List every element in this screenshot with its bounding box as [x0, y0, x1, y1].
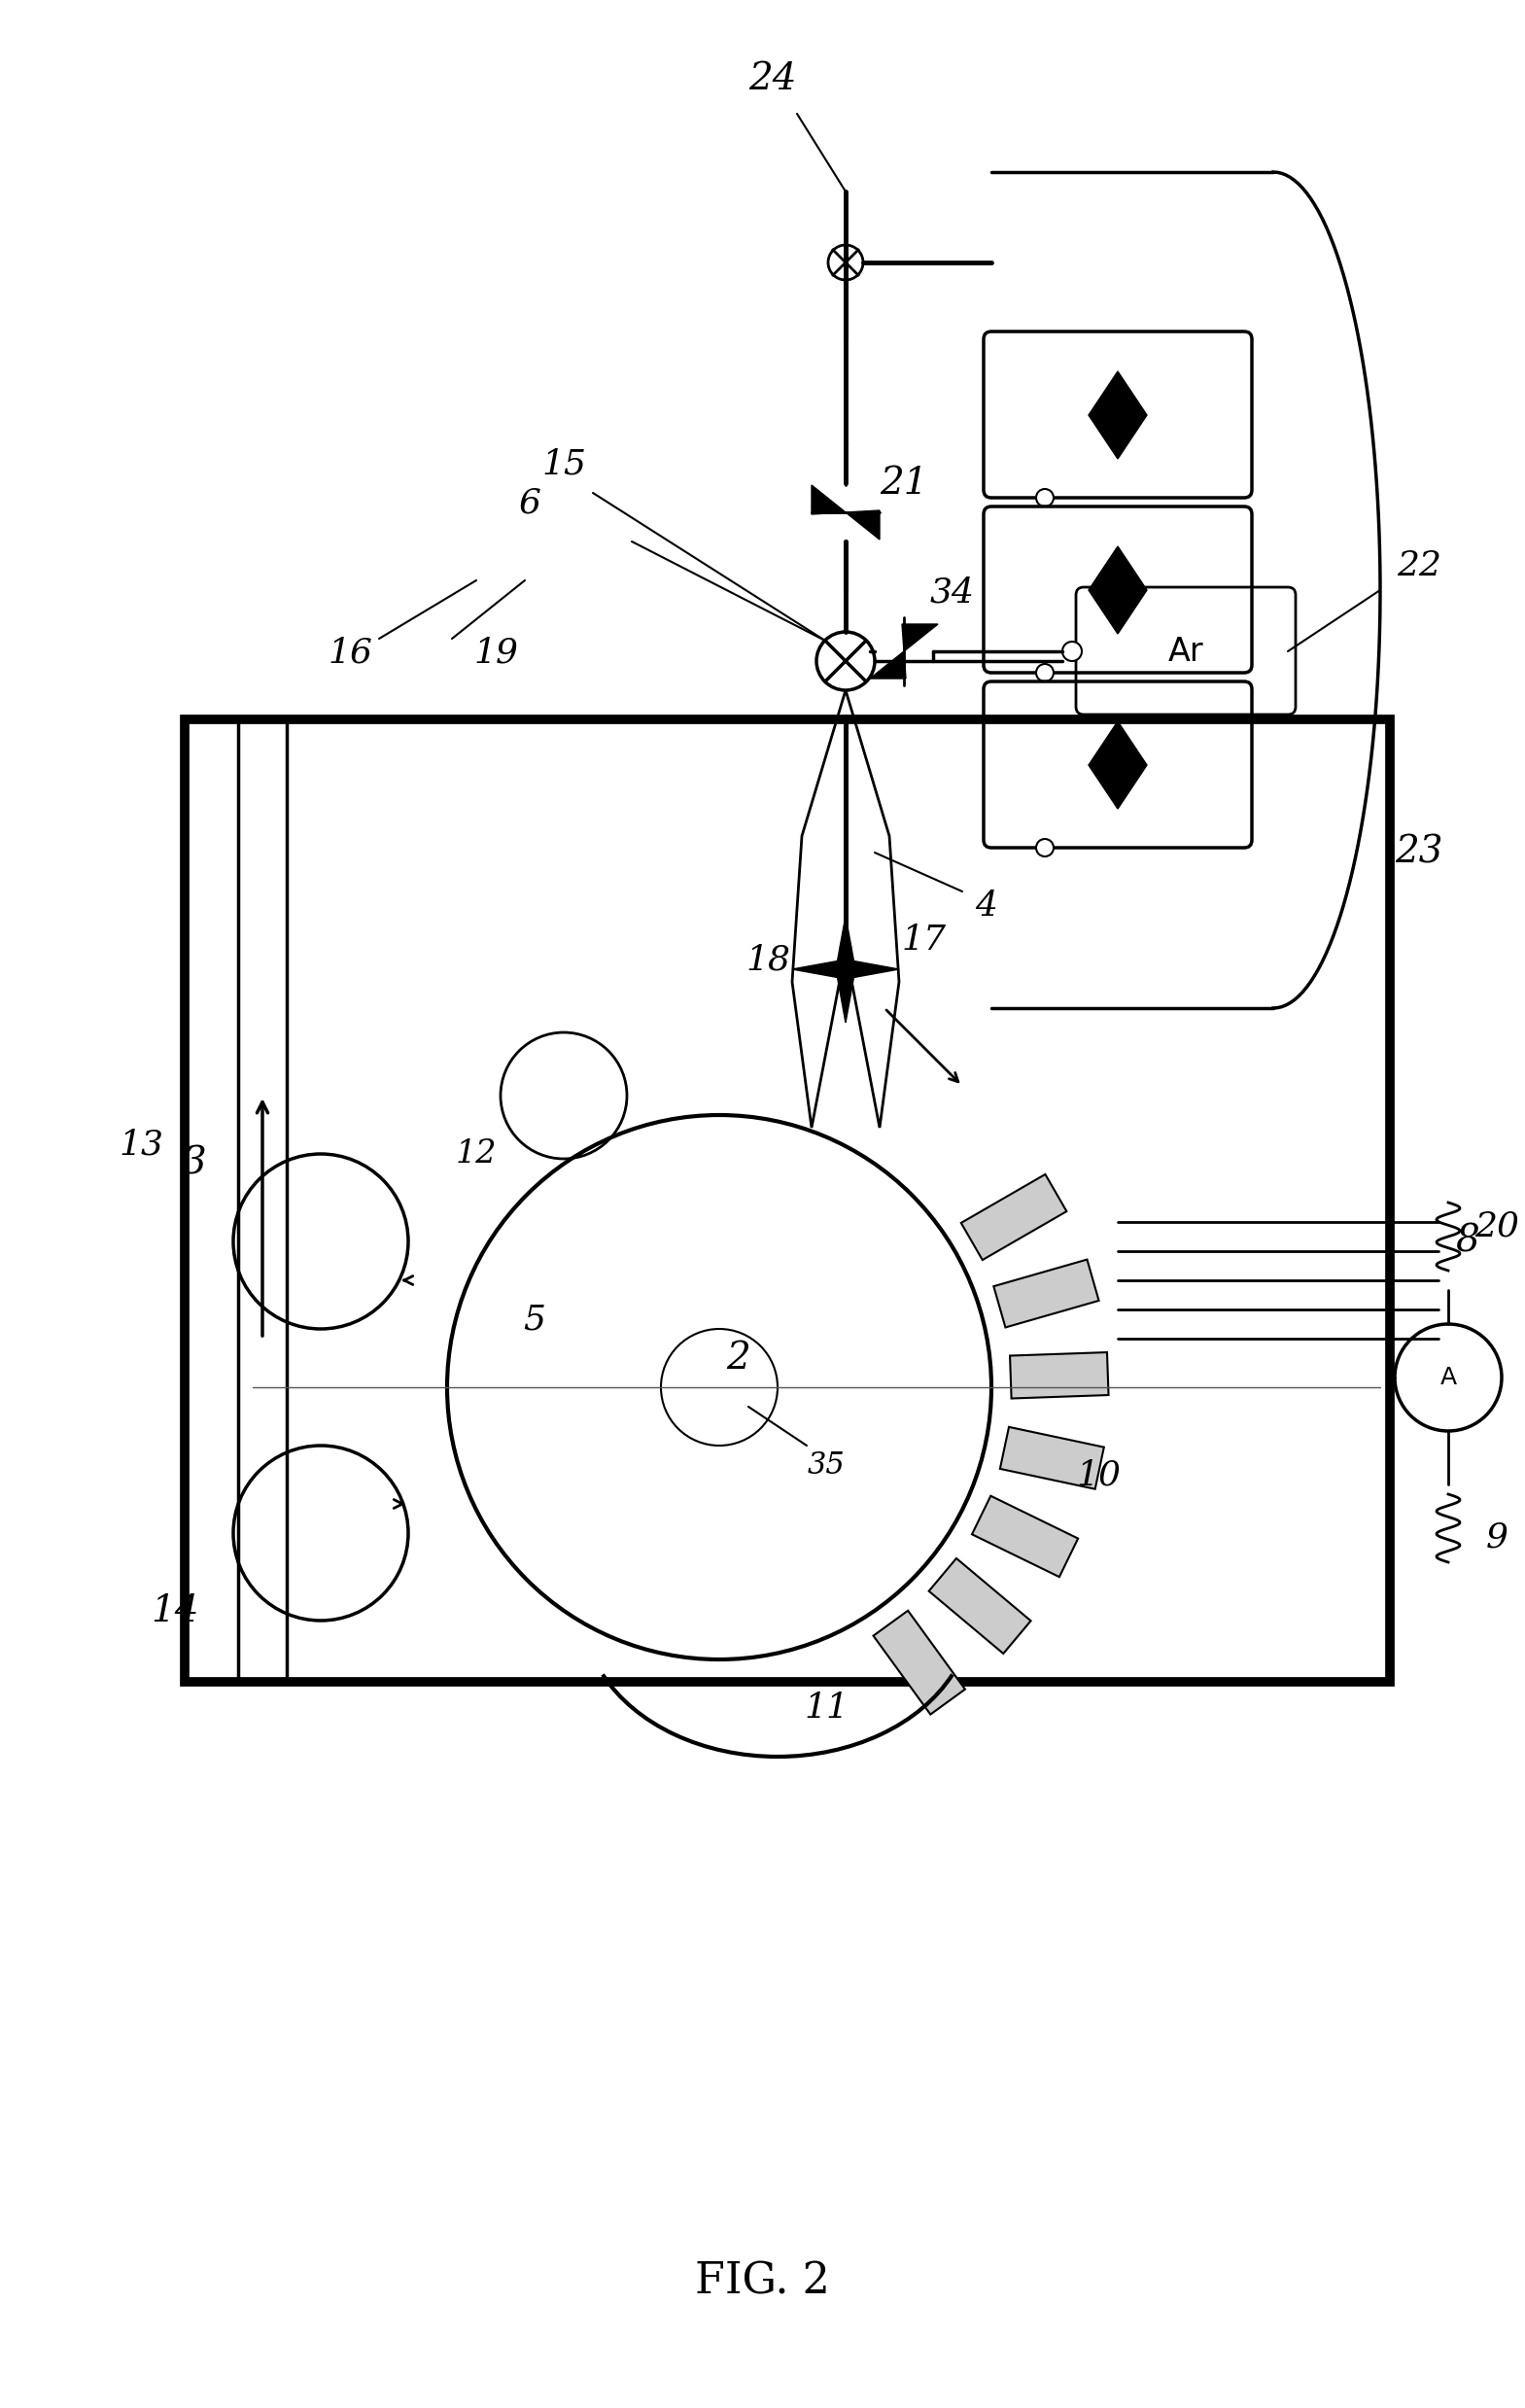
Polygon shape	[971, 1495, 1078, 1577]
Text: 14: 14	[151, 1592, 198, 1628]
Polygon shape	[836, 970, 856, 1023]
Text: 17: 17	[901, 925, 946, 956]
Circle shape	[1395, 1324, 1502, 1430]
Polygon shape	[929, 1558, 1031, 1654]
Text: 5: 5	[523, 1303, 546, 1336]
Text: 34: 34	[930, 576, 974, 609]
Text: 6: 6	[518, 486, 541, 520]
Circle shape	[816, 631, 875, 691]
Text: 10: 10	[1077, 1459, 1121, 1491]
Text: 21: 21	[880, 465, 929, 501]
Circle shape	[1035, 489, 1054, 506]
Polygon shape	[811, 484, 845, 515]
Polygon shape	[869, 650, 906, 679]
Text: 12: 12	[456, 1139, 497, 1170]
Circle shape	[828, 246, 863, 279]
Polygon shape	[1089, 547, 1147, 633]
Text: 22: 22	[1397, 549, 1441, 583]
Polygon shape	[901, 624, 938, 650]
Text: 20: 20	[1475, 1211, 1519, 1243]
Text: 16: 16	[328, 636, 372, 669]
Text: 24: 24	[749, 63, 796, 99]
Text: FIG. 2: FIG. 2	[694, 2261, 830, 2302]
Polygon shape	[791, 958, 845, 980]
Circle shape	[1063, 641, 1081, 662]
Text: 9: 9	[1485, 1522, 1508, 1556]
Text: 18: 18	[746, 944, 790, 975]
Text: 4: 4	[976, 889, 997, 922]
Text: 15: 15	[541, 448, 586, 479]
Circle shape	[1035, 838, 1054, 857]
Bar	[185, 720, 1389, 1681]
Polygon shape	[1089, 722, 1147, 809]
Text: A: A	[1440, 1365, 1456, 1389]
Polygon shape	[1089, 371, 1147, 460]
Text: 3: 3	[183, 1146, 206, 1182]
Polygon shape	[836, 915, 856, 970]
Polygon shape	[874, 1611, 965, 1714]
Text: 11: 11	[804, 1690, 848, 1724]
Polygon shape	[961, 1175, 1066, 1259]
Polygon shape	[845, 510, 880, 539]
Text: 23: 23	[1395, 836, 1443, 872]
Text: 8: 8	[1456, 1223, 1479, 1259]
Text: 35: 35	[807, 1450, 845, 1481]
Text: 13: 13	[119, 1127, 163, 1161]
Polygon shape	[1000, 1428, 1104, 1488]
Text: Ar: Ar	[1168, 636, 1203, 667]
Text: 2: 2	[726, 1341, 750, 1375]
Polygon shape	[845, 958, 900, 980]
Polygon shape	[1010, 1353, 1109, 1399]
Text: 19: 19	[473, 636, 518, 669]
Polygon shape	[994, 1259, 1100, 1327]
Circle shape	[1035, 665, 1054, 681]
